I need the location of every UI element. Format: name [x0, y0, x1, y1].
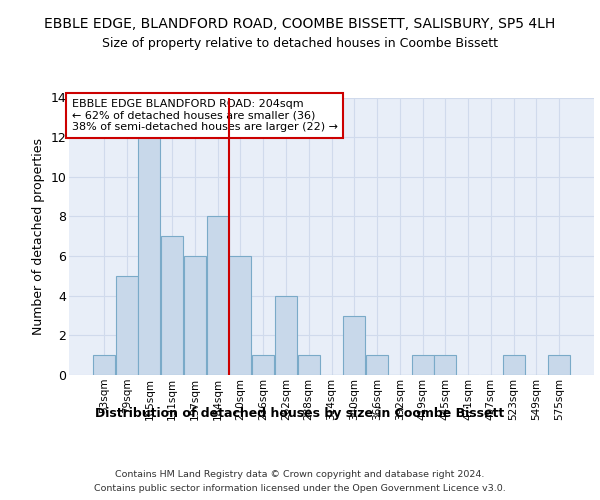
Bar — [275, 296, 297, 375]
Bar — [93, 355, 115, 375]
Bar — [412, 355, 434, 375]
Text: EBBLE EDGE, BLANDFORD ROAD, COOMBE BISSETT, SALISBURY, SP5 4LH: EBBLE EDGE, BLANDFORD ROAD, COOMBE BISSE… — [44, 18, 556, 32]
Text: Distribution of detached houses by size in Coombe Bissett: Distribution of detached houses by size … — [95, 408, 505, 420]
Bar — [252, 355, 274, 375]
Bar — [206, 216, 229, 375]
Text: Size of property relative to detached houses in Coombe Bissett: Size of property relative to detached ho… — [102, 38, 498, 51]
Bar — [298, 355, 320, 375]
Bar — [229, 256, 251, 375]
Bar — [184, 256, 206, 375]
Text: Contains public sector information licensed under the Open Government Licence v3: Contains public sector information licen… — [94, 484, 506, 493]
Bar — [116, 276, 138, 375]
Bar — [434, 355, 457, 375]
Bar — [366, 355, 388, 375]
Bar — [139, 137, 160, 375]
Y-axis label: Number of detached properties: Number of detached properties — [32, 138, 45, 335]
Bar — [343, 316, 365, 375]
Bar — [161, 236, 183, 375]
Text: Contains HM Land Registry data © Crown copyright and database right 2024.: Contains HM Land Registry data © Crown c… — [115, 470, 485, 479]
Text: EBBLE EDGE BLANDFORD ROAD: 204sqm
← 62% of detached houses are smaller (36)
38% : EBBLE EDGE BLANDFORD ROAD: 204sqm ← 62% … — [71, 99, 338, 132]
Bar — [548, 355, 570, 375]
Bar — [503, 355, 524, 375]
